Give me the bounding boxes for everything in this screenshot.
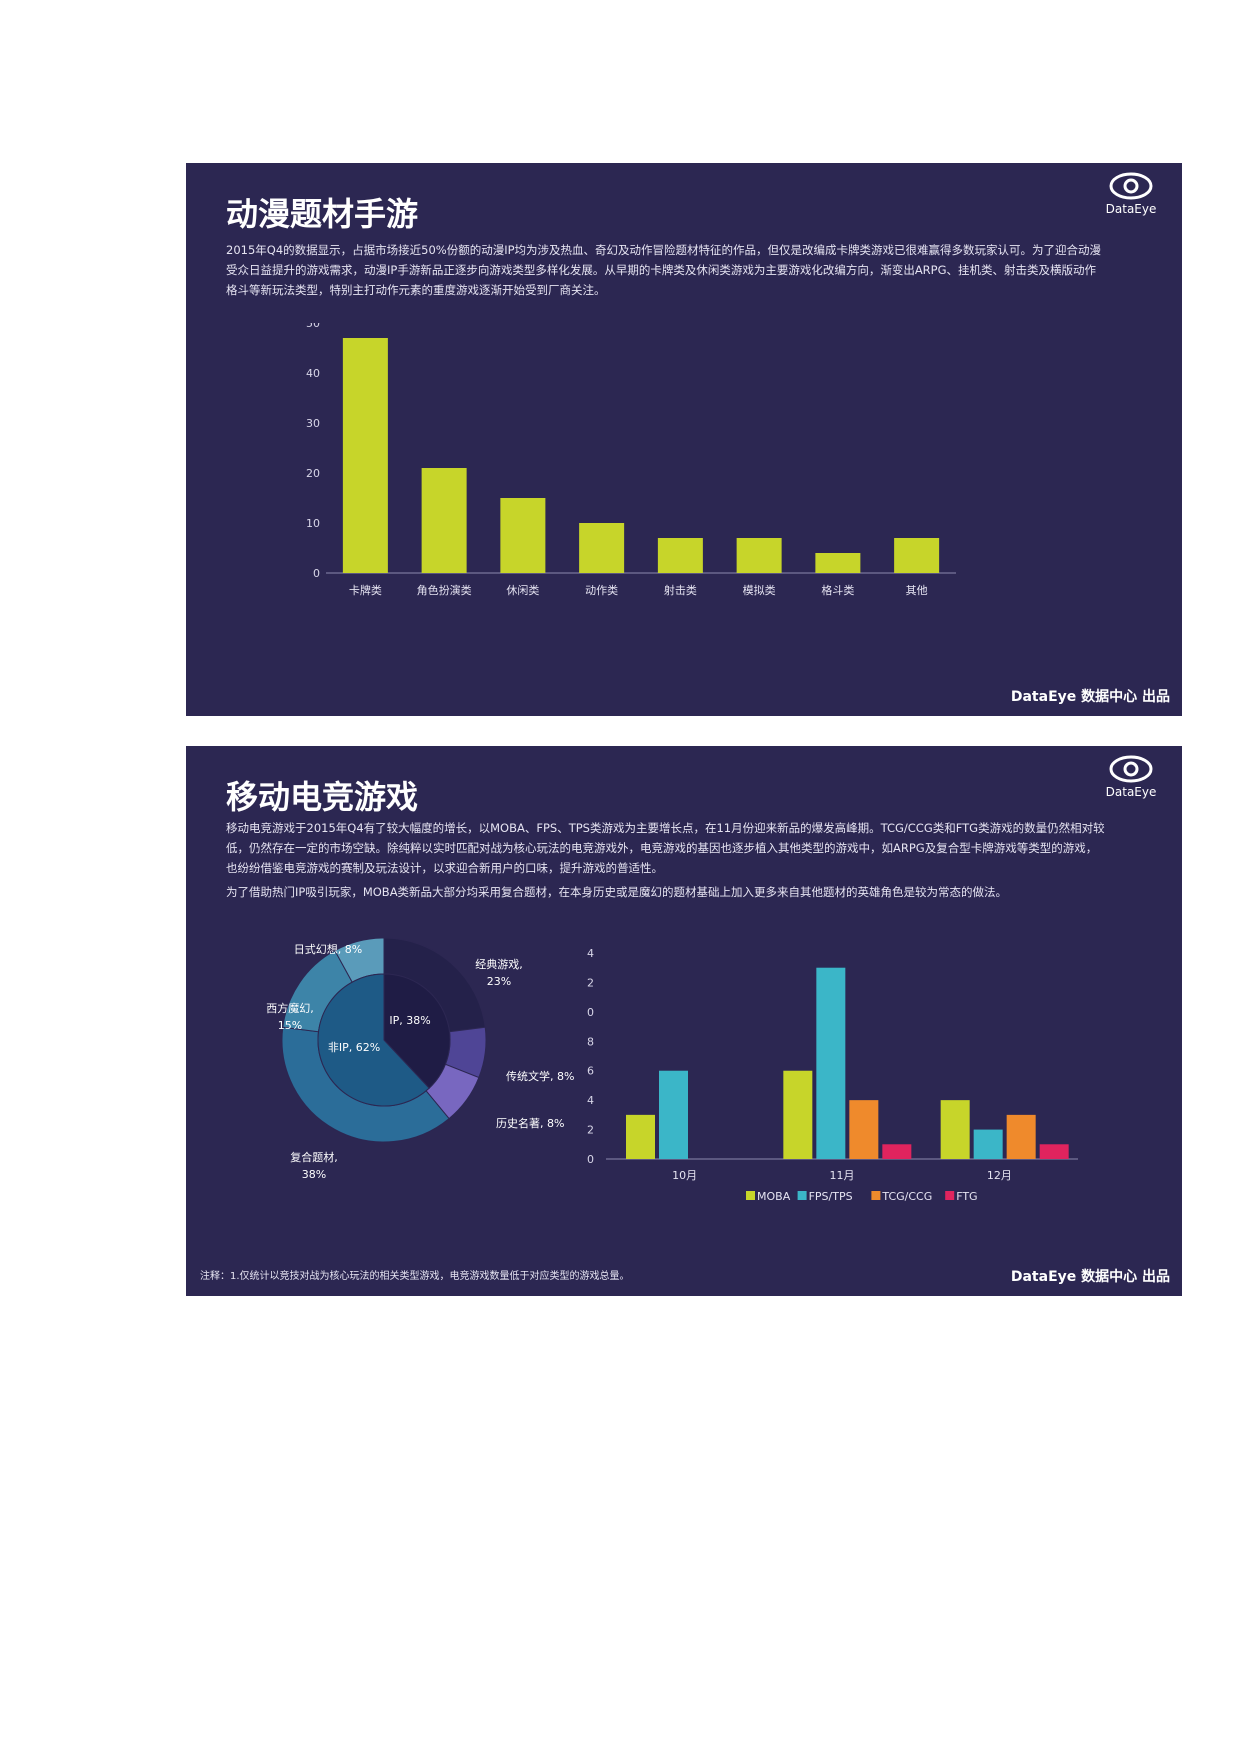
inner-slice-label: IP, 38%: [389, 1014, 430, 1027]
outer-slice-label: 经典游戏,: [475, 957, 523, 971]
outer-slice-label: 15%: [278, 1019, 302, 1032]
outer-slice-label: 38%: [302, 1168, 326, 1181]
dataeye-logo: DataEye: [1096, 171, 1166, 216]
legend-swatch: [797, 1191, 807, 1200]
eye-icon: [1109, 172, 1153, 200]
bar: [1039, 1144, 1069, 1159]
y-tick-label: 20: [306, 467, 320, 480]
y-tick-label: 50: [306, 323, 320, 330]
x-category-label: 模拟类: [743, 583, 776, 597]
outer-slice-label: 传统文学, 8%: [506, 1069, 574, 1083]
y-tick-label: 2: [587, 1124, 594, 1137]
intro-paragraph: 移动电竞游戏于2015年Q4有了较大幅度的增长，以MOBA、FPS、TPS类游戏…: [226, 821, 1105, 875]
y-tick-label: 10: [306, 517, 320, 530]
legend-label: FTG: [956, 1190, 977, 1203]
outer-slice-label: 日式幻想, 8%: [294, 942, 362, 956]
bar: [894, 538, 940, 573]
x-category-label: 格斗类: [821, 583, 854, 597]
x-category-label: 休闲类: [506, 583, 539, 597]
y-tick-label: 4: [587, 1094, 594, 1107]
footer-credit: DataEye 数据中心 出品: [1010, 689, 1170, 705]
outer-slice-label: 复合题材,: [290, 1150, 338, 1164]
x-category-label: 动作类: [585, 583, 618, 597]
legend-label: MOBA: [757, 1190, 791, 1203]
x-category-label: 12月: [987, 1169, 1012, 1182]
intro-paragraph: 2015年Q4的数据显示，占据市场接近50%份额的动漫IP均为涉及热血、奇幻及动…: [226, 243, 1102, 297]
x-category-label: 其他: [906, 584, 928, 597]
logo-text: DataEye: [1105, 202, 1157, 216]
bar: [816, 967, 846, 1159]
bar: [815, 553, 861, 573]
bar: [659, 1070, 688, 1159]
bar: [973, 1129, 1003, 1159]
y-tick-label: 10: [586, 1006, 594, 1019]
donut-inner-slice: [383, 973, 451, 1089]
x-category-label: 角色扮演类: [417, 583, 472, 597]
legend-label: TCG/CCG: [881, 1190, 932, 1203]
logo-text: DataEye: [1105, 785, 1157, 799]
y-tick-label: 0: [587, 1153, 594, 1166]
bar: [342, 338, 388, 573]
y-tick-label: 40: [306, 367, 320, 380]
bar: [579, 523, 625, 573]
y-tick-label: 8: [587, 1035, 594, 1048]
bar: [1006, 1114, 1036, 1159]
bar: [940, 1100, 970, 1159]
slide-mobile-esports: 移动电竞游戏 DataEye 移动电竞游戏于2015年Q4有了较大幅度的增长，以…: [186, 746, 1182, 1296]
bar: [882, 1144, 912, 1159]
slide-title: 动漫题材手游: [226, 195, 419, 233]
moba-theme-donut-chart: 2015年Q4国内手游新品MOBA类游戏题材分布IP, 38%非IP, 62%经…: [266, 937, 574, 1181]
slide-title: 移动电竞游戏: [226, 778, 419, 816]
outer-slice-label: 历史名著, 8%: [496, 1116, 564, 1130]
y-tick-label: 14: [586, 947, 594, 960]
y-tick-label: 0: [313, 567, 320, 580]
x-category-label: 射击类: [664, 583, 697, 597]
outer-slice-label: 西方魔幻,: [266, 1001, 314, 1015]
bar: [657, 538, 703, 573]
anime-ip-bar-chart: 2015年Q4动漫IP手游改编游戏方向01020304050卡牌类角色扮演类休闲…: [306, 323, 956, 597]
slide-anime-mobile-games: 动漫题材手游 DataEye 2015年Q4的数据显示，占据市场接近50%份额的…: [186, 163, 1182, 716]
y-tick-label: 6: [587, 1065, 594, 1078]
bar: [736, 538, 782, 573]
outer-slice-label: 23%: [487, 975, 511, 988]
eye-icon: [1109, 755, 1153, 783]
x-category-label: 10月: [672, 1169, 697, 1182]
bar: [500, 498, 546, 573]
x-category-label: 卡牌类: [349, 583, 382, 597]
footnote: 注释：1.仅统计以竞技对战为核心玩法的相关类型游戏，电竞游戏数量低于对应类型的游…: [200, 1271, 630, 1282]
y-tick-label: 12: [586, 976, 594, 989]
esports-new-games-bar-chart: 2015年Q4移动电竞游戏新品数量变化0246810121410月11月12月M…: [586, 947, 1078, 1203]
bar: [849, 1100, 879, 1159]
legend-label: FPS/TPS: [809, 1190, 853, 1203]
bar: [783, 1070, 813, 1159]
x-category-label: 11月: [830, 1169, 855, 1182]
bar: [626, 1114, 655, 1159]
inner-slice-label: 非IP, 62%: [328, 1041, 380, 1054]
second-paragraph: 为了借助热门IP吸引玩家，MOBA类新品大部分均采用复合题材，在本身历史或是魔幻…: [226, 885, 1008, 899]
donut-inner-slice: [317, 973, 430, 1107]
footer-credit: DataEye 数据中心 出品: [1010, 1269, 1170, 1285]
y-tick-label: 30: [306, 417, 320, 430]
bar: [421, 468, 467, 573]
legend-swatch: [871, 1191, 881, 1200]
legend-swatch: [945, 1191, 955, 1200]
dataeye-logo: DataEye: [1096, 754, 1166, 799]
legend-swatch: [746, 1191, 755, 1200]
